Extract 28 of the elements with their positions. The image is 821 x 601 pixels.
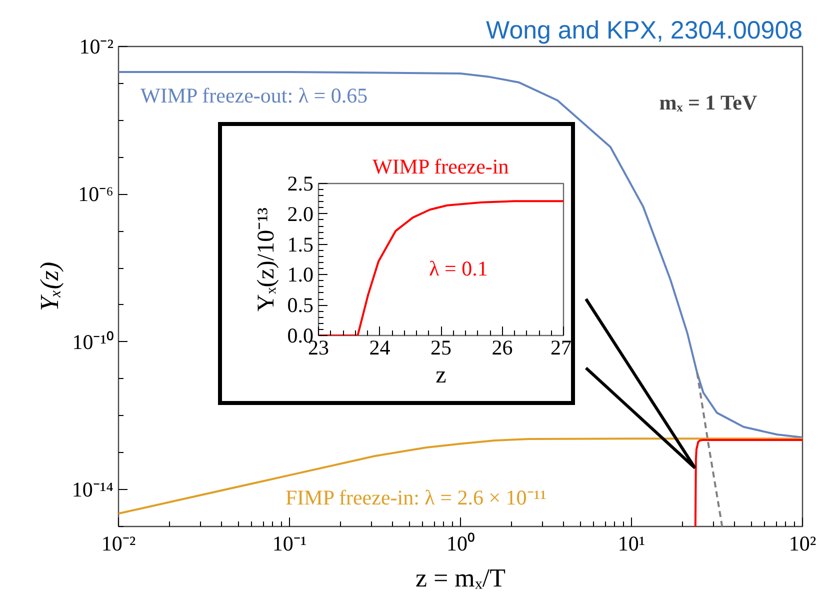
- x-tick-label: 10⁻¹: [272, 532, 307, 556]
- x-tick-label: 25: [430, 336, 452, 360]
- x-tick-label: 10⁻²: [101, 532, 136, 556]
- x-axis-title: z: [436, 362, 446, 388]
- annotation: λ = 0.1: [429, 256, 488, 280]
- y-tick-label: 1.5: [287, 232, 314, 256]
- y-axis-title: Yₓ(z): [34, 262, 64, 312]
- y-tick-label: 10⁻¹⁴: [72, 478, 114, 502]
- annotation: mₓ = 1 TeV: [659, 90, 758, 114]
- y-tick-label: 0.5: [287, 293, 314, 318]
- chart-title: Wong and KPX, 2304.00908: [486, 16, 803, 44]
- y-tick-label: 1.0: [287, 262, 314, 287]
- series-label: WIMP freeze-out: λ = 0.65: [140, 84, 368, 108]
- y-tick-label: 2.0: [287, 202, 314, 226]
- y-axis-title: Yₓ(z)/10⁻¹³: [253, 207, 280, 312]
- series-label: FIMP freeze-in: λ = 2.6 × 10⁻¹¹: [286, 486, 546, 510]
- x-tick-label: 10²: [788, 532, 816, 556]
- x-tick-label: 27: [550, 336, 572, 360]
- x-axis-title: z = mₓ/T: [415, 564, 506, 592]
- x-tick-label: 10¹: [618, 532, 646, 556]
- y-tick-label: 10⁻²: [79, 34, 114, 58]
- y-tick-label: 10⁻⁶: [78, 182, 114, 206]
- x-tick-label: 26: [492, 336, 513, 360]
- y-tick-label: 10⁻¹⁰: [72, 330, 114, 354]
- x-tick-label: 10⁰: [446, 532, 474, 556]
- y-tick-label: 2.5: [287, 172, 314, 196]
- series-label: WIMP freeze-in: [372, 154, 510, 178]
- x-tick-label: 24: [369, 336, 391, 360]
